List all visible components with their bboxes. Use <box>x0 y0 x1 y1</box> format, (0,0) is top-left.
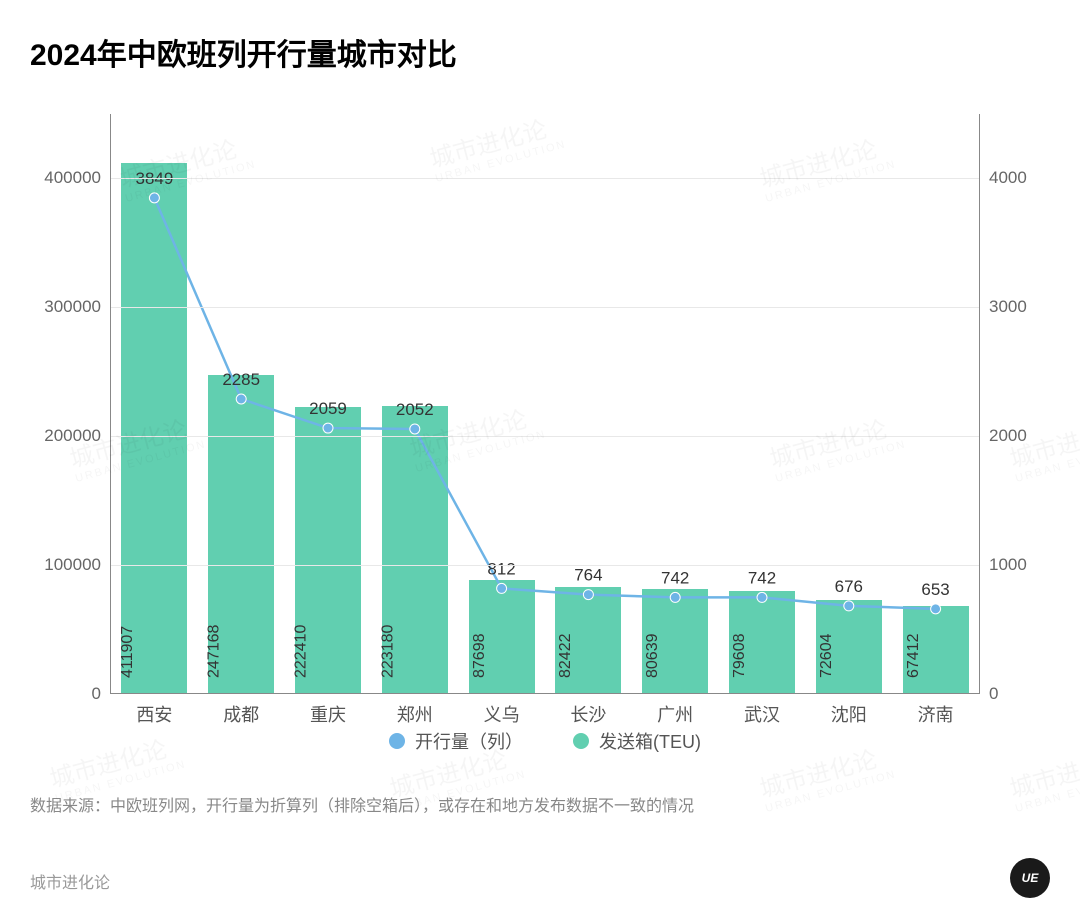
line-layer: 3849228520592052812764742742676653 <box>111 114 979 693</box>
y-right-tick: 1000 <box>989 555 1027 575</box>
line-path <box>154 198 935 609</box>
legend-label-line: 开行量（列） <box>415 728 523 754</box>
y-left-tick: 0 <box>92 684 101 704</box>
line-marker <box>844 601 854 611</box>
y-left-tick: 300000 <box>44 297 101 317</box>
y-left-tick: 100000 <box>44 555 101 575</box>
gridline <box>111 565 979 566</box>
x-category-label: 义乌 <box>484 701 520 727</box>
line-value-label: 2052 <box>396 400 434 419</box>
x-category-label: 武汉 <box>744 701 780 727</box>
y-right-tick: 4000 <box>989 168 1027 188</box>
y-right-tick: 2000 <box>989 426 1027 446</box>
gridline <box>111 307 979 308</box>
y-left-tick: 200000 <box>44 426 101 446</box>
line-marker <box>410 424 420 434</box>
x-category-label: 成都 <box>223 701 259 727</box>
legend-swatch-bar <box>573 733 589 749</box>
line-marker <box>149 193 159 203</box>
legend-swatch-line <box>389 733 405 749</box>
source-note: 数据来源：中欧班列网，开行量为折算列（排除空箱后），或存在和地方发布数据不一致的… <box>30 792 1060 816</box>
line-value-label: 2285 <box>222 370 260 389</box>
line-marker <box>323 423 333 433</box>
footer-brand: 城市进化论 <box>30 869 110 893</box>
gridline <box>111 178 979 179</box>
gridline <box>111 436 979 437</box>
line-value-label: 764 <box>574 566 602 585</box>
line-marker <box>670 592 680 602</box>
y-left-tick: 400000 <box>44 168 101 188</box>
legend-item-bar: 发送箱(TEU) <box>573 728 701 754</box>
line-marker <box>497 583 507 593</box>
line-marker <box>236 394 246 404</box>
line-marker <box>757 592 767 602</box>
line-value-label: 812 <box>487 559 515 578</box>
legend-label-bar: 发送箱(TEU) <box>599 728 701 754</box>
legend: 开行量（列） 发送箱(TEU) <box>110 728 980 754</box>
footer-logo-icon: UE <box>1010 858 1050 898</box>
x-category-label: 广州 <box>657 701 693 727</box>
line-value-label: 742 <box>748 568 776 587</box>
chart-container: 411907西安247168成都222410重庆223180郑州87698义乌8… <box>30 94 1040 774</box>
plot-area: 411907西安247168成都222410重庆223180郑州87698义乌8… <box>110 114 980 694</box>
x-category-label: 郑州 <box>397 701 433 727</box>
x-category-label: 济南 <box>918 701 954 727</box>
x-category-label: 重庆 <box>310 701 346 727</box>
line-value-label: 676 <box>835 577 863 596</box>
y-right-tick: 0 <box>989 684 998 704</box>
x-category-label: 沈阳 <box>831 701 867 727</box>
line-value-label: 653 <box>921 580 949 599</box>
line-marker <box>931 604 941 614</box>
line-value-label: 742 <box>661 568 689 587</box>
x-category-label: 西安 <box>136 701 172 727</box>
chart-title: 2024年中欧班列开行量城市对比 <box>30 30 1060 74</box>
y-right-tick: 3000 <box>989 297 1027 317</box>
line-marker <box>583 590 593 600</box>
legend-item-line: 开行量（列） <box>389 728 523 754</box>
line-value-label: 2059 <box>309 399 347 418</box>
x-category-label: 长沙 <box>570 701 606 727</box>
